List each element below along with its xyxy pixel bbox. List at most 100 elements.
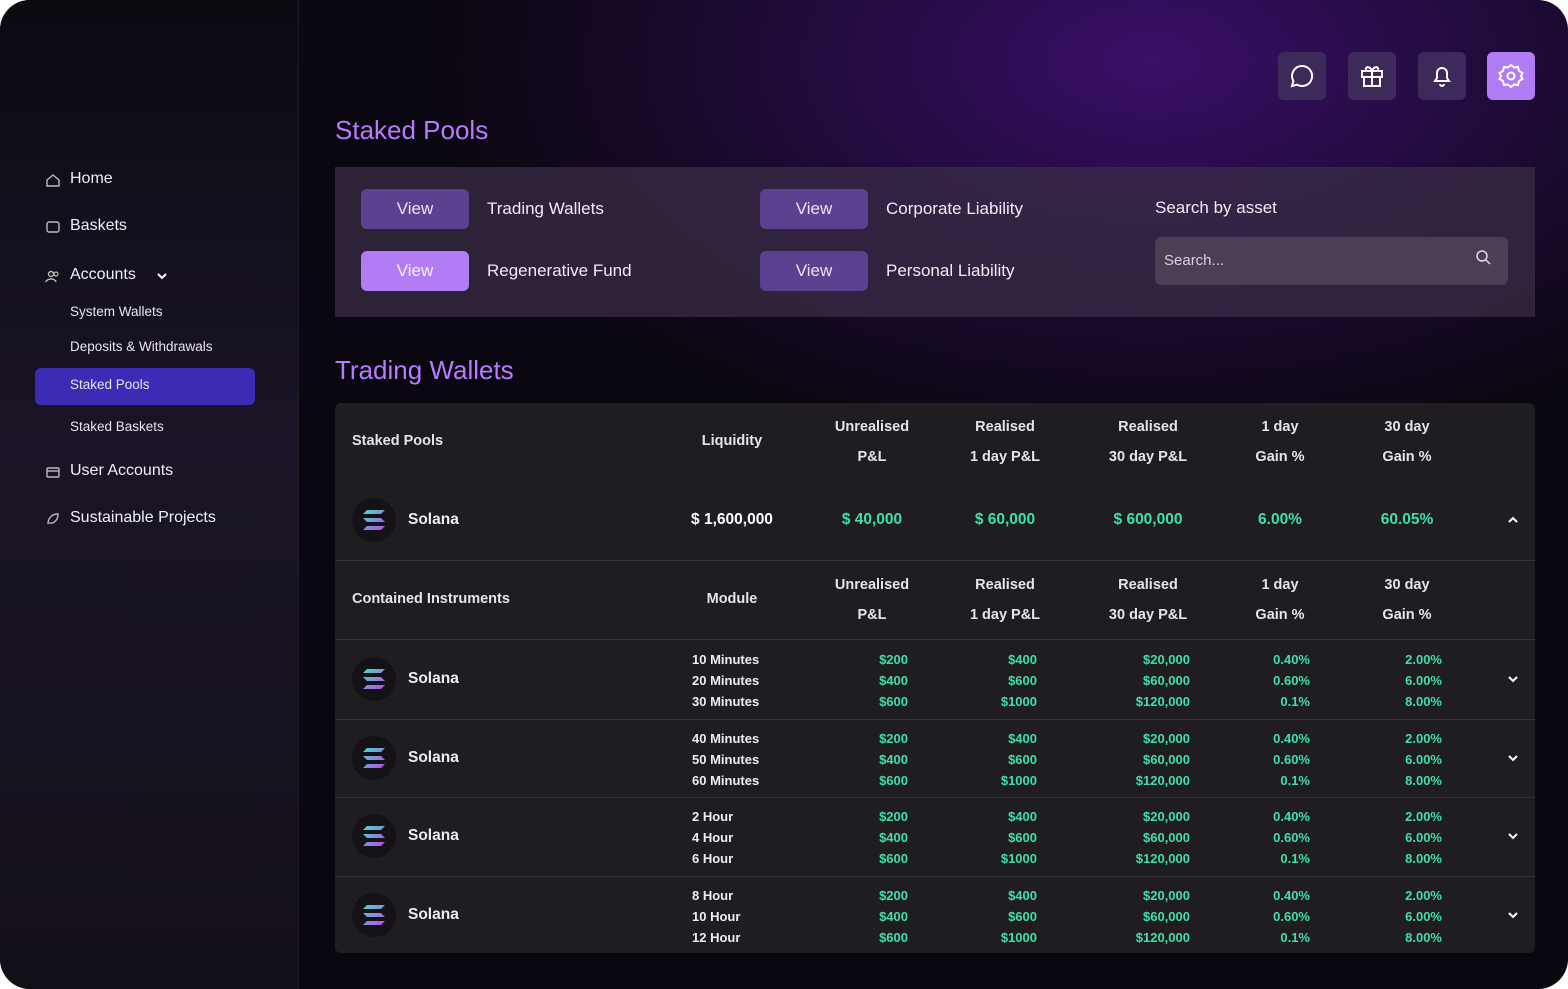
instrument-cell: $1000 [1000,694,1037,709]
pool-header: Realised [975,419,1035,435]
pool-header: Staked Pools [352,433,444,449]
pool-header: Liquidity [701,433,763,449]
instrument-cell: $600 [879,851,908,866]
instrument-cell: $60,000 [1143,751,1190,767]
instrument-header: Realised [1118,577,1178,593]
instrument-cell: 6.00% [1405,830,1442,845]
search-placeholder: Search... [1164,252,1225,269]
sub-nav-item[interactable]: Deposits & Withdrawals [70,339,213,354]
solana-logo [352,657,396,701]
nav-item[interactable]: Sustainable Projects [70,509,216,526]
instrument-cell: 6 Hour [692,851,734,866]
instrument-cell: $600 [1008,830,1037,845]
instrument-cell: 2.00% [1405,730,1442,746]
pool-header: Gain % [1255,449,1305,465]
nav-item[interactable]: Accounts [70,266,136,283]
instrument-cell: 40 Minutes [692,730,760,746]
pool-value: 6.00% [1258,511,1302,528]
sub-nav-item[interactable]: Staked Baskets [70,419,164,434]
row-divider [335,797,1535,798]
instrument-cell: 0.1% [1280,851,1310,866]
instrument-header: P&L [857,607,887,623]
pool-header: Gain % [1382,449,1432,465]
instrument-header: Gain % [1382,607,1432,623]
pool-value: $ 1,600,000 [691,511,773,528]
nav-item[interactable]: Home [70,170,113,187]
pool-header: 1 day P&L [969,449,1041,465]
instrument-header: 1 day P&L [969,607,1041,623]
section-title: Trading Wallets [335,355,514,385]
instrument-cell: $120,000 [1135,694,1190,709]
instrument-cell: 0.40% [1273,887,1310,903]
instrument-cell: $200 [879,887,908,903]
nav-icon [46,174,60,187]
bell-button[interactable] [1418,52,1466,100]
settings-button[interactable] [1487,52,1535,100]
instrument-cell: 0.60% [1273,751,1310,767]
chat-icon [1290,64,1314,88]
sidebar: Home Baskets Accounts System Wallets Deposit… [0,0,299,989]
nav-icon [46,221,60,233]
instrument-cell: $1000 [1000,772,1037,788]
solana-logo [352,498,396,542]
page-title: Staked Pools [335,115,489,145]
nav-item[interactable]: User Accounts [70,462,174,479]
instrument-cell: 0.60% [1273,673,1310,688]
instrument-cell: $400 [879,908,908,924]
sub-nav-item[interactable]: System Wallets [70,304,163,319]
instrument-cell: $600 [879,772,908,788]
nav-icon [46,467,60,478]
instrument-cell: 4 Hour [692,830,734,845]
instrument-header: 1 day [1261,577,1299,593]
sub-nav-item[interactable]: Staked Pools [70,377,150,392]
instrument-cell: 10 Hour [692,908,741,924]
instrument-cell: 10 Minutes [692,652,760,667]
instrument-name: Solana [408,748,459,766]
instrument-cell: 20 Minutes [692,673,760,688]
filter-label: Corporate Liability [886,199,1024,218]
instrument-cell: 8.00% [1405,851,1442,866]
search-label: Search by asset [1155,198,1277,217]
instrument-name: Solana [408,827,459,844]
nav-item[interactable]: Baskets [70,217,127,234]
instrument-cell: 0.40% [1273,730,1310,746]
view-button[interactable]: View [361,251,469,291]
instrument-cell: $600 [1008,751,1037,767]
search-box[interactable]: Search... [1155,237,1508,285]
instrument-cell: $60,000 [1143,830,1190,845]
instrument-cell: 8.00% [1405,929,1442,945]
instrument-cell: $60,000 [1143,673,1190,688]
instrument-cell: $120,000 [1135,851,1190,866]
pool-header: Unrealised [834,419,910,435]
pool-value: $ 40,000 [841,511,903,528]
row-divider [335,876,1535,877]
pool-header: 30 day P&L [1108,449,1188,465]
filter-label: Personal Liability [886,261,1015,280]
instrument-cell: 6.00% [1405,673,1442,688]
instrument-cell: $600 [1008,673,1037,688]
instrument-cell: 6.00% [1405,751,1442,767]
chat-button[interactable] [1278,52,1326,100]
pool-value: $ 600,000 [1113,511,1183,528]
settings-icon [1498,63,1524,89]
nav-icon [47,513,59,525]
chevron [1508,676,1518,683]
expand-icon [157,273,167,280]
instrument-cell: 0.40% [1273,652,1310,667]
view-button[interactable]: View [361,189,469,229]
solana-logo [352,814,396,858]
instrument-cell: 8 Hour [692,887,734,903]
instrument-header: Realised [975,577,1035,593]
instrument-cell: 0.1% [1280,772,1310,788]
instrument-cell: $20,000 [1143,809,1190,824]
instrument-cell: 2.00% [1405,887,1442,903]
filter-label: Regenerative Fund [487,261,632,280]
view-button[interactable]: View [760,189,868,229]
instrument-header: Unrealised [834,577,910,593]
gift-button[interactable] [1348,52,1396,100]
view-button[interactable]: View [760,251,868,291]
instrument-cell: $1000 [1000,929,1037,945]
nav-icon [45,270,59,283]
instrument-cell: $120,000 [1135,772,1190,788]
